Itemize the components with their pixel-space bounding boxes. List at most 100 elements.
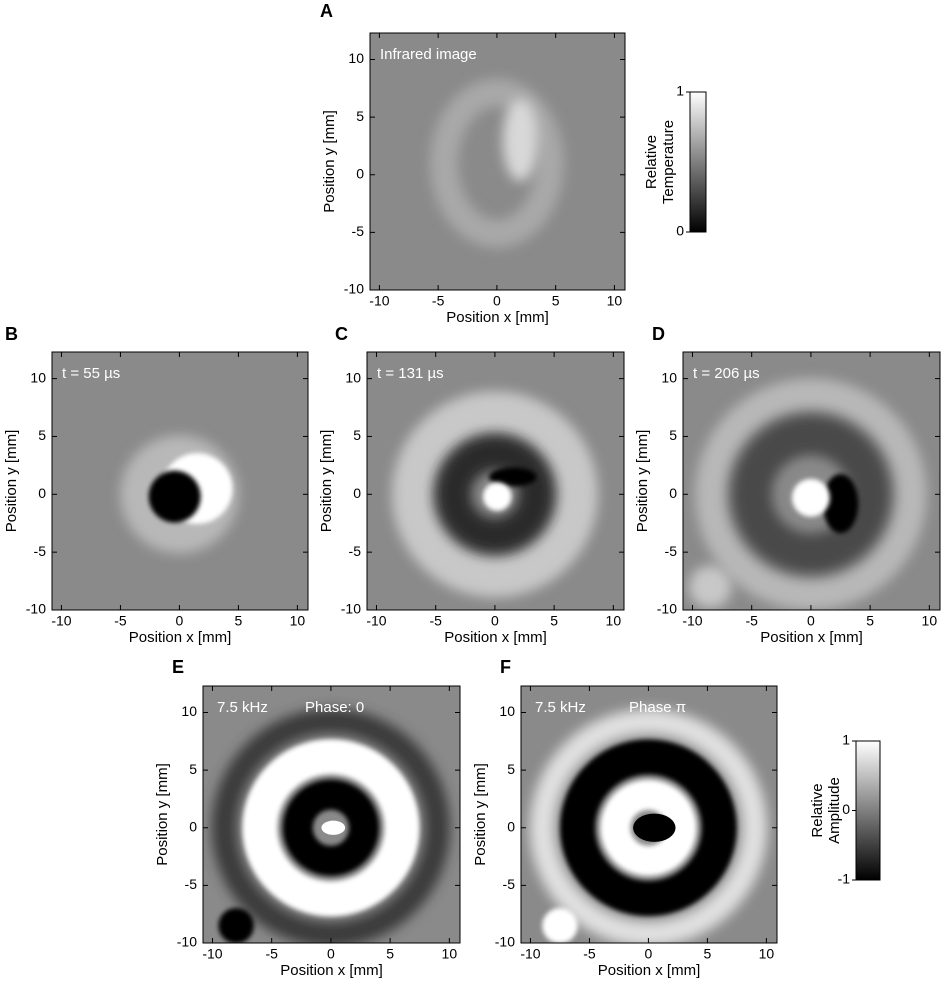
y-tick-label: 10 — [345, 369, 361, 385]
plot-frame — [202, 685, 461, 944]
y-tick-label: -5 — [185, 876, 198, 892]
colorbar-label: Temperature — [660, 120, 677, 204]
colorbar-tick-label: 1 — [676, 83, 684, 99]
y-tick-label: -10 — [495, 934, 515, 950]
image-feature — [822, 473, 859, 534]
image-feature — [242, 739, 420, 917]
x-axis-label: Position x [mm] — [444, 629, 547, 646]
x-tick-label: 10 — [607, 293, 623, 309]
y-tick-label: 5 — [353, 427, 361, 443]
y-tick-label: 5 — [669, 427, 677, 443]
y-tick-label: -10 — [177, 934, 197, 950]
heatmap-image — [203, 686, 460, 943]
image-feature — [600, 779, 697, 876]
colorbar — [689, 91, 707, 233]
image-feature — [282, 779, 380, 876]
x-axis-label: Position x [mm] — [598, 962, 701, 979]
x-tick-label: -5 — [114, 613, 127, 629]
y-tick-label: -10 — [344, 281, 364, 297]
heatmap-image — [52, 352, 308, 610]
y-tick-label: 0 — [189, 818, 197, 834]
x-tick-label: -10 — [202, 946, 222, 962]
y-tick-label: -10 — [341, 601, 361, 617]
x-tick-label: -5 — [265, 946, 278, 962]
x-tick-label: 5 — [550, 613, 558, 629]
colorbar-tick-label: 1 — [842, 732, 850, 748]
y-tick-label: -5 — [34, 543, 47, 559]
image-feature — [633, 813, 676, 842]
y-axis-label: Position y [mm] — [634, 430, 651, 533]
y-tick-label: -10 — [26, 601, 46, 617]
x-tick-label: 10 — [759, 946, 775, 962]
x-tick-label: -10 — [51, 613, 71, 629]
y-tick-label: 10 — [348, 50, 364, 66]
x-tick-label: -10 — [682, 613, 702, 629]
y-axis-label: Position y [mm] — [472, 763, 489, 866]
colorbar — [855, 740, 881, 881]
colorbar-label: Relative — [809, 783, 826, 837]
image-feature — [560, 739, 737, 917]
image-feature — [392, 391, 598, 598]
x-tick-label: 0 — [807, 613, 815, 629]
heatmap-image — [367, 352, 624, 610]
annotation: t = 131 µs — [377, 365, 444, 382]
y-tick-label: 0 — [356, 165, 364, 181]
plot-frame — [366, 351, 625, 611]
y-tick-label: 0 — [669, 485, 677, 501]
heatmap-image — [370, 33, 625, 290]
y-tick-label: 0 — [38, 485, 46, 501]
x-tick-label: 5 — [552, 293, 560, 309]
panel-label: F — [500, 657, 511, 677]
y-tick-label: -5 — [503, 876, 516, 892]
image-feature — [529, 709, 768, 943]
annotation: Infrared image — [380, 46, 477, 63]
image-feature — [791, 478, 830, 517]
heatmap-image — [521, 686, 777, 943]
image-feature — [483, 482, 512, 511]
y-tick-label: 10 — [30, 369, 46, 385]
x-tick-label: -5 — [432, 293, 445, 309]
x-tick-label: 10 — [922, 613, 938, 629]
panel-label: C — [335, 324, 348, 344]
y-tick-label: 0 — [507, 818, 515, 834]
x-tick-label: 5 — [234, 613, 242, 629]
y-tick-label: 5 — [38, 427, 46, 443]
x-axis-label: Position x [mm] — [760, 629, 863, 646]
colorbar-tick-label: -1 — [838, 871, 851, 887]
panel-label: E — [172, 657, 184, 677]
image-feature — [731, 415, 891, 574]
y-axis-label: Position y [mm] — [321, 110, 338, 213]
panel-label: B — [5, 324, 18, 344]
y-tick-label: -5 — [349, 543, 362, 559]
x-tick-label: 10 — [606, 613, 622, 629]
image-feature — [488, 467, 537, 487]
colorbar-label: Relative — [643, 135, 660, 189]
x-tick-label: 10 — [442, 946, 458, 962]
x-axis-label: Position x [mm] — [129, 629, 232, 646]
plot-frame — [51, 351, 309, 611]
x-axis-label: Position x [mm] — [446, 309, 549, 326]
y-tick-label: -5 — [352, 223, 365, 239]
y-tick-label: 0 — [353, 485, 361, 501]
panel-label: D — [652, 324, 665, 344]
x-tick-label: 0 — [176, 613, 184, 629]
y-tick-label: 10 — [661, 369, 677, 385]
heatmap-image — [683, 352, 940, 610]
y-tick-label: 5 — [189, 761, 197, 777]
x-tick-label: -10 — [520, 946, 540, 962]
colorbar-tick-label: 0 — [842, 801, 850, 817]
y-tick-label: 5 — [507, 761, 515, 777]
y-tick-label: 10 — [499, 703, 515, 719]
annotation: t = 55 µs — [62, 365, 120, 382]
image-feature — [435, 435, 554, 554]
annotation: 7.5 kHz — [217, 699, 268, 716]
x-tick-label: 5 — [703, 946, 711, 962]
y-tick-label: 10 — [181, 703, 197, 719]
annotation: Phase: 0 — [305, 699, 364, 716]
plot-frame — [520, 685, 778, 944]
image-feature — [688, 565, 732, 609]
colorbar-tick-label: 0 — [676, 223, 684, 239]
x-tick-label: 0 — [493, 293, 501, 309]
